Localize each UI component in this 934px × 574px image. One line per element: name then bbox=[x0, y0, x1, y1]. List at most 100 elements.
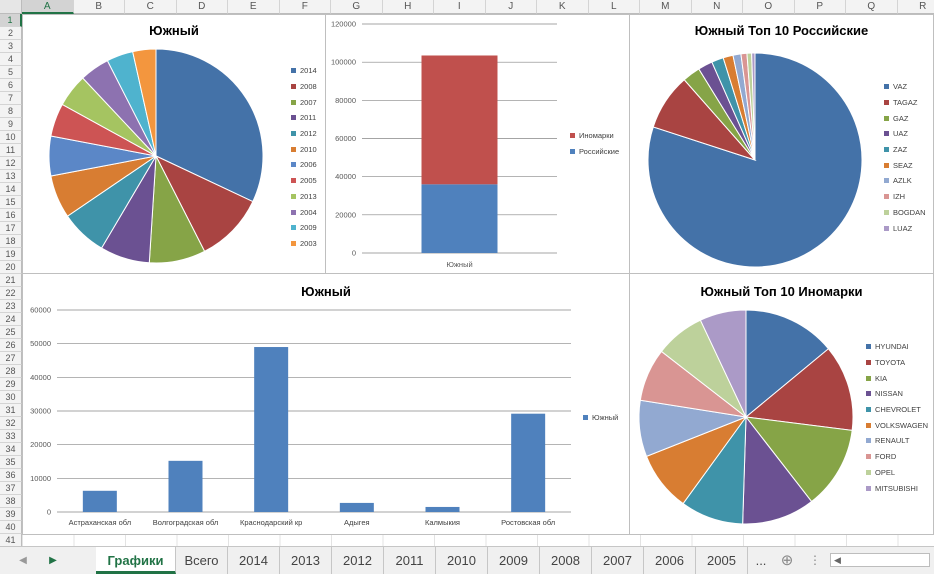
row-header-1[interactable]: 1 bbox=[0, 14, 22, 27]
row-header-36[interactable]: 36 bbox=[0, 469, 22, 482]
bar-region-4[interactable] bbox=[425, 506, 460, 512]
row-header-13[interactable]: 13 bbox=[0, 170, 22, 183]
column-header-n[interactable]: N bbox=[691, 0, 743, 14]
pie-slice-2014[interactable] bbox=[155, 48, 264, 203]
row-header-40[interactable]: 40 bbox=[0, 521, 22, 534]
row-header-21[interactable]: 21 bbox=[0, 274, 22, 287]
bar-foreign[interactable] bbox=[421, 55, 498, 185]
row-header-14[interactable]: 14 bbox=[0, 183, 22, 196]
row-header-6[interactable]: 6 bbox=[0, 79, 22, 92]
row-header-15[interactable]: 15 bbox=[0, 196, 22, 209]
pie-slice-2003[interactable] bbox=[132, 48, 157, 157]
row-header-26[interactable]: 26 bbox=[0, 339, 22, 352]
sheet-tab-3[interactable]: 2013 bbox=[280, 547, 332, 574]
sheet-tab-0[interactable]: Графики bbox=[96, 547, 176, 574]
pie-slice-toyota[interactable] bbox=[744, 348, 854, 431]
row-header-18[interactable]: 18 bbox=[0, 235, 22, 248]
chart-pie-foreign[interactable]: Южный Топ 10 Иномарки HYUNDAI TOYOTA KIA NI… bbox=[629, 273, 934, 535]
row-header-24[interactable]: 24 bbox=[0, 313, 22, 326]
row-header-4[interactable]: 4 bbox=[0, 53, 22, 66]
row-header-25[interactable]: 25 bbox=[0, 326, 22, 339]
row-header-5[interactable]: 5 bbox=[0, 66, 22, 79]
row-header-7[interactable]: 7 bbox=[0, 92, 22, 105]
pie-slice-nissan[interactable] bbox=[742, 415, 813, 525]
row-header-2[interactable]: 2 bbox=[0, 27, 22, 40]
horizontal-scrollbar[interactable]: ◀ bbox=[830, 553, 930, 567]
sheet-tab-11[interactable]: 2005 bbox=[696, 547, 748, 574]
column-header-k[interactable]: K bbox=[537, 0, 589, 14]
row-header-29[interactable]: 29 bbox=[0, 378, 22, 391]
select-all-corner[interactable] bbox=[0, 0, 22, 14]
column-header-q[interactable]: Q bbox=[846, 0, 898, 14]
tab-scroll-prev-button[interactable]: ◀ bbox=[19, 555, 27, 566]
row-header-10[interactable]: 10 bbox=[0, 131, 22, 144]
sheet-tab-2[interactable]: 2014 bbox=[228, 547, 280, 574]
row-header-17[interactable]: 17 bbox=[0, 222, 22, 235]
bar-region-0[interactable] bbox=[82, 490, 117, 512]
row-header-30[interactable]: 30 bbox=[0, 391, 22, 404]
bar-region-3[interactable] bbox=[339, 502, 374, 512]
chart-bars-regions[interactable]: Южный 0 10000 20000 30000 40000 50000 60000 Аст… bbox=[22, 273, 630, 535]
sheet-tab-7[interactable]: 2009 bbox=[488, 547, 540, 574]
row-header-16[interactable]: 16 bbox=[0, 209, 22, 222]
column-header-r[interactable]: R bbox=[897, 0, 934, 14]
row-header-3[interactable]: 3 bbox=[0, 40, 22, 53]
pie-slice-2008[interactable] bbox=[154, 154, 254, 253]
options-icon[interactable]: ⋮ bbox=[809, 553, 821, 567]
chart-stacked-bar[interactable]: 0 20000 40000 60000 80000 100000 120000 Южный И… bbox=[325, 14, 630, 274]
chart-pie-russian[interactable]: Южный Топ 10 Российские VAZ TAGAZ GAZ UAZ ZA… bbox=[629, 14, 934, 274]
column-header-c[interactable]: C bbox=[125, 0, 177, 14]
bar-region-5[interactable] bbox=[511, 413, 546, 512]
bar-region-1[interactable] bbox=[168, 460, 203, 512]
row-header-11[interactable]: 11 bbox=[0, 144, 22, 157]
column-header-l[interactable]: L bbox=[588, 0, 640, 14]
row-header-31[interactable]: 31 bbox=[0, 404, 22, 417]
row-header-32[interactable]: 32 bbox=[0, 417, 22, 430]
row-header-12[interactable]: 12 bbox=[0, 157, 22, 170]
column-header-i[interactable]: I bbox=[434, 0, 486, 14]
row-header-37[interactable]: 37 bbox=[0, 482, 22, 495]
column-header-e[interactable]: E bbox=[228, 0, 280, 14]
pie-slice-vaz[interactable] bbox=[647, 52, 863, 268]
row-header-19[interactable]: 19 bbox=[0, 248, 22, 261]
row-header-22[interactable]: 22 bbox=[0, 287, 22, 300]
pie-slice-kia[interactable] bbox=[744, 416, 853, 503]
sheet-tab-6[interactable]: 2010 bbox=[436, 547, 488, 574]
row-header-23[interactable]: 23 bbox=[0, 300, 22, 313]
row-header-20[interactable]: 20 bbox=[0, 261, 22, 274]
sheet-tab-8[interactable]: 2008 bbox=[540, 547, 592, 574]
pie-slice-mitsubishi[interactable] bbox=[699, 309, 747, 418]
column-header-f[interactable]: F bbox=[279, 0, 331, 14]
sheet-tab-1[interactable]: Всего bbox=[176, 547, 228, 574]
column-header-h[interactable]: H bbox=[382, 0, 434, 14]
scroll-left-icon[interactable]: ◀ bbox=[834, 555, 841, 565]
sheet-tab-10[interactable]: 2006 bbox=[644, 547, 696, 574]
column-header-b[interactable]: B bbox=[73, 0, 125, 14]
row-header-35[interactable]: 35 bbox=[0, 456, 22, 469]
row-header-27[interactable]: 27 bbox=[0, 352, 22, 365]
column-header-p[interactable]: P bbox=[794, 0, 846, 14]
sheet-tab-4[interactable]: 2012 bbox=[332, 547, 384, 574]
column-header-m[interactable]: M bbox=[640, 0, 692, 14]
row-header-8[interactable]: 8 bbox=[0, 105, 22, 118]
sheet-tab-5[interactable]: 2011 bbox=[384, 547, 436, 574]
add-sheet-icon[interactable]: ⊕ bbox=[780, 552, 794, 569]
sheet-tab-9[interactable]: 2007 bbox=[592, 547, 644, 574]
row-header-41[interactable]: 41 bbox=[0, 534, 22, 546]
row-header-9[interactable]: 9 bbox=[0, 118, 22, 131]
row-header-33[interactable]: 33 bbox=[0, 430, 22, 443]
row-header-39[interactable]: 39 bbox=[0, 508, 22, 521]
column-header-g[interactable]: G bbox=[331, 0, 383, 14]
more-tabs-button[interactable]: ... bbox=[755, 553, 767, 568]
row-header-28[interactable]: 28 bbox=[0, 365, 22, 378]
pie-slice-hyundai[interactable] bbox=[745, 309, 830, 419]
pie-slice-luaz[interactable] bbox=[751, 52, 756, 161]
column-header-j[interactable]: J bbox=[485, 0, 537, 14]
row-header-38[interactable]: 38 bbox=[0, 495, 22, 508]
chart-pie-years[interactable]: Южный 2014 2008 2007 2011 2012 2010 2006 2005 20… bbox=[22, 14, 326, 274]
row-header-34[interactable]: 34 bbox=[0, 443, 22, 456]
column-header-d[interactable]: D bbox=[176, 0, 228, 14]
column-header-a[interactable]: A bbox=[22, 0, 74, 14]
tab-scroll-next-button[interactable]: ▶ bbox=[49, 555, 57, 566]
bar-russian[interactable] bbox=[421, 184, 498, 253]
